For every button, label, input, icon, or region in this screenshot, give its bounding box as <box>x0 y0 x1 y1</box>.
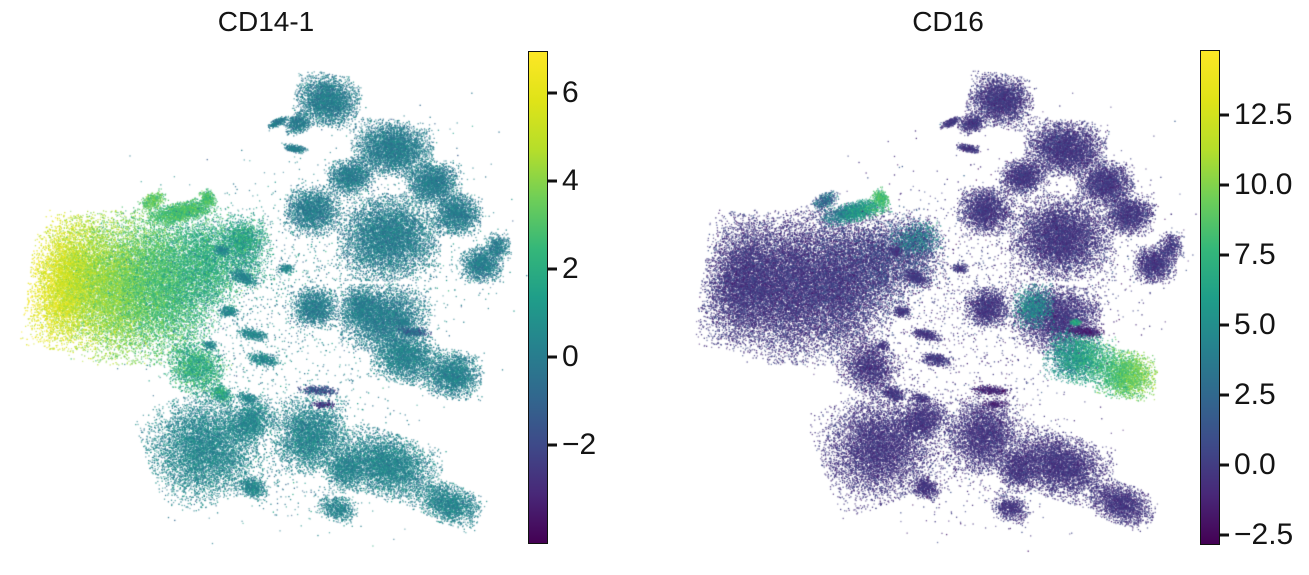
panel-title-cd14-1: CD14-1 <box>217 6 315 37</box>
colorbar-tick-label: 0.0 <box>1234 447 1276 481</box>
colorbar-tick <box>1220 393 1229 397</box>
colorbar-tick-label: 12.5 <box>1234 97 1293 131</box>
colorbar-cd14-1: 6 4 2 0 −2 <box>528 51 596 544</box>
colorbar-tick <box>1220 463 1229 467</box>
colorbar-cd16: 12.5 10.0 7.5 5.0 2.5 0.0 −2.5 <box>1200 50 1293 549</box>
colorbar-tick <box>548 179 557 183</box>
colorbar-tick-label: 2 <box>562 251 579 285</box>
colorbar-tick <box>548 91 557 95</box>
colorbar-gradient <box>528 51 548 544</box>
colorbar-tick <box>1220 183 1229 187</box>
colorbar-tick-label: 2.5 <box>1234 377 1276 411</box>
panel-title-cd16: CD16 <box>912 6 984 37</box>
colorbar-tick-label: −2.5 <box>1234 517 1294 551</box>
colorbar-tick <box>1220 323 1229 327</box>
colorbar-tick <box>548 443 557 447</box>
colorbar-tick <box>548 355 557 359</box>
colorbar-tick-label: 4 <box>562 163 579 197</box>
colorbar-tick-label: −2 <box>562 427 597 461</box>
colorbar-tick-label: 6 <box>562 75 579 109</box>
colorbar-tick-label: 0 <box>562 339 579 373</box>
colorbar-tick <box>548 267 557 271</box>
colorbar-tick <box>1220 253 1229 257</box>
colorbar-tick-label: 7.5 <box>1234 237 1276 271</box>
colorbar-tick <box>1220 113 1229 117</box>
colorbar-gradient <box>1200 50 1220 545</box>
colorbar-tick-label: 5.0 <box>1234 307 1276 341</box>
colorbar-tick-label: 10.0 <box>1234 167 1293 201</box>
colorbar-tick <box>1220 533 1229 537</box>
